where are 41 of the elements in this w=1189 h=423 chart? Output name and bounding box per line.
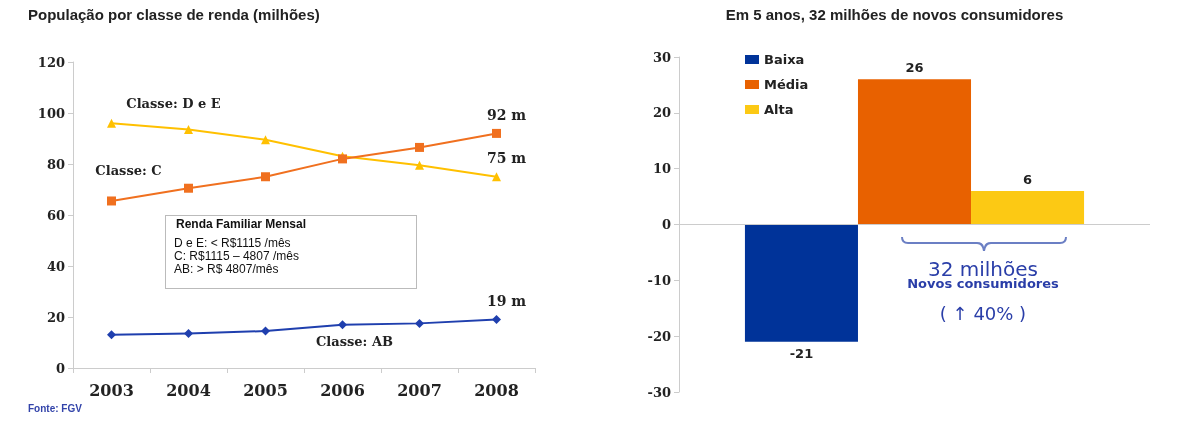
x-tick-label: 2008 bbox=[474, 380, 519, 400]
y-tick-label: 100 bbox=[37, 105, 65, 121]
data-label: 19 m bbox=[486, 293, 527, 310]
y-tick-label: 20 bbox=[652, 105, 671, 121]
annotation: Novos consumidores bbox=[906, 276, 1060, 291]
chart-title: População por classe de renda (milhões) bbox=[28, 6, 320, 23]
chart-title: Em 5 anos, 32 milhões de novos consumidores bbox=[724, 6, 1065, 23]
legend-label: Alta bbox=[764, 102, 794, 117]
y-tick-label: 40 bbox=[46, 258, 65, 274]
annotation: C: R$1115 – 4807 /mês bbox=[174, 249, 299, 263]
legend-label: Média bbox=[764, 77, 809, 92]
y-tick-label: -20 bbox=[647, 328, 671, 344]
x-tick-label: 2006 bbox=[320, 380, 365, 400]
y-tick-label: 10 bbox=[652, 161, 671, 177]
legend-label: Baixa bbox=[764, 52, 805, 67]
data-label: -21 bbox=[789, 345, 814, 361]
y-tick-label: 30 bbox=[652, 49, 671, 65]
x-tick-label: 2003 bbox=[89, 380, 134, 400]
series-label: Classe: D e E bbox=[126, 95, 221, 111]
data-label: 6 bbox=[1023, 172, 1033, 187]
y-tick-label: 0 bbox=[55, 360, 65, 376]
y-tick-label: 0 bbox=[661, 217, 671, 232]
y-tick-label: -30 bbox=[647, 384, 671, 400]
y-tick-label: 120 bbox=[37, 54, 65, 70]
y-tick-label: 80 bbox=[46, 156, 65, 172]
series-label: Classe: C bbox=[95, 163, 162, 179]
y-tick-label: 20 bbox=[46, 309, 65, 325]
annotation: AB: > R$ 4807/mês bbox=[174, 262, 279, 276]
data-label: 26 bbox=[905, 60, 924, 76]
y-tick-label: 60 bbox=[46, 207, 65, 223]
x-tick-label: 2004 bbox=[166, 380, 211, 400]
annotation: Renda Familiar Mensal bbox=[176, 217, 307, 231]
x-tick-label: 2007 bbox=[397, 380, 442, 400]
data-label: 75 m bbox=[486, 150, 527, 167]
y-tick-label: -10 bbox=[647, 272, 671, 288]
annotation: D e E: < R$1115 /mês bbox=[174, 236, 291, 250]
x-tick-label: 2005 bbox=[243, 380, 288, 400]
source-note: Fonte: FGV bbox=[28, 403, 82, 414]
annotation: ( ↑ 40% ) bbox=[938, 303, 1028, 324]
data-label: 92 m bbox=[486, 106, 527, 123]
series-label: Classe: AB bbox=[315, 333, 394, 349]
